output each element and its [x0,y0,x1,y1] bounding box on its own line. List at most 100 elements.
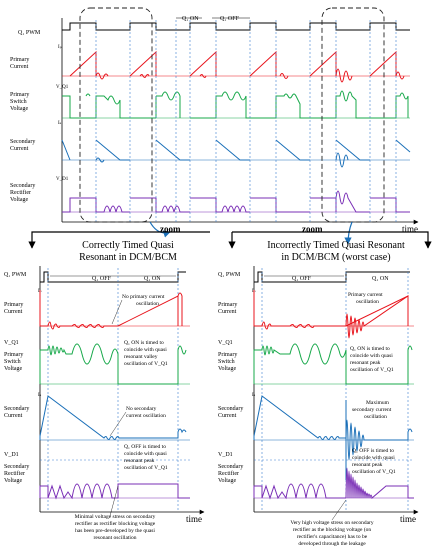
left-annot-1a: No primary current [122,294,165,300]
left-annot-4a: Q₁ OFF is timed to [124,444,166,450]
top-off-label: Q₁ OFF [220,16,240,22]
right-annot-1a: Primary current [348,292,383,298]
top-axis-is: Iₛ [58,121,62,126]
left-time-label: time [186,514,202,524]
left-annot-3a: No secondary [126,406,157,412]
left-annot-5b: rectifier as rectifier blocking voltage [75,520,156,527]
left-off-label: Q₁ OFF [92,276,112,282]
left-label-switch-2: Switch [4,359,21,365]
left-pwm-waveform [40,271,186,283]
top-axis-ip: Iₚ [58,45,62,50]
left-axis-vq: V_Q1 [4,340,19,346]
right-secondary-current [253,395,414,480]
right-annot-4b: coincide with quasi [352,455,395,461]
top-label-switch-2: Switch [10,99,27,105]
left-axis-vd: V_D1 [4,452,19,458]
right-annot-2d: oscillation of V_Q1 [350,366,394,373]
right-label-primary-2: Current [218,309,237,315]
left-label-switch-3: Voltage [4,366,23,372]
right-annot-2a: Q₁ ON is timed to [350,346,390,352]
top-label-primary-2: Current [10,64,29,70]
top-label-switch-3: Voltage [10,106,29,112]
left-annot-4c: resonant peak [124,458,155,464]
top-label-rectifier-2: Rectifier [10,189,31,196]
right-primary-current [253,290,414,339]
top-time-label: time [402,224,418,234]
top-overview: Q₁ PWM Primary Current Primary Switch Vo… [10,7,432,249]
right-guides [261,268,409,512]
left-annot-4d: oscillation of V_Q1 [124,464,168,471]
top-timing-guides [95,20,397,222]
right-label-rectifier-3: Voltage [218,478,237,484]
right-panel-heading-2: in DCM/BCM (worst case) [281,252,390,263]
right-annot-3b: secondary current [352,407,392,413]
left-label-switch-1: Primary [4,352,23,358]
right-annot-4d: oscillation of V_Q1 [352,468,396,475]
left-primary-current [39,290,190,330]
right-annot-2c: resonant peak [350,360,381,366]
right-annot-5b: rectifier as the blocking voltage (on [293,526,372,533]
left-annot-2a: Q₁ ON is timed to [124,340,164,346]
right-panel-bracket [232,231,432,249]
left-label-primary-1: Primary [4,302,23,308]
left-switch-voltage [39,343,190,385]
right-label-rectifier-1: Secondary [218,464,243,470]
right-on-label: Q₁ ON [372,276,389,282]
left-panel-heading-1: Correctly Timed Quasi [82,240,174,251]
right-label-secondary-1: Secondary [218,406,243,412]
right-label-switch-2: Switch [218,359,235,365]
right-panel: Q₁ PWM Primary Current Primary Switch Vo… [218,266,419,547]
right-annot-2b: coincide with quasi [350,353,393,359]
right-annot-5a: Very high voltage stress on secondary [290,520,373,526]
right-annot-1b: oscillation [356,299,379,305]
left-label-rectifier-2: Rectifier [4,470,25,477]
right-panel-heading-1: Incorrectly Timed Quasi Resonant [267,240,405,251]
top-label-primary-1: Primary [10,57,29,63]
right-axis-vd: V_D1 [218,452,233,458]
left-label-rectifier-1: Secondary [4,464,29,470]
left-zoom-label: zoom [160,224,181,234]
right-annot-5-leader [331,499,347,521]
top-label-switch-1: Primary [10,92,29,98]
right-off-label: Q₁ OFF [292,276,312,282]
left-annot-3-leader [109,411,127,437]
left-panel: Q₁ PWM Primary Current Primary Switch Vo… [4,266,205,541]
left-label-secondary-1: Secondary [4,406,29,412]
right-time-label: time [400,514,416,524]
left-annot-2b: coincide with quasi [124,347,167,353]
right-axis-vq: V_Q1 [218,340,233,346]
top-secondary-current [61,139,411,168]
left-annot-5c: has been pre-developed by the quasi [75,528,155,534]
right-annot-3c: oscillation [364,414,387,420]
right-label-switch-1: Primary [218,352,237,358]
right-label-secondary-2: Current [218,413,237,419]
left-annot-1-leader [111,299,123,325]
left-label-primary-2: Current [4,309,23,315]
left-annot-5-leader [109,485,119,517]
right-zoom-box [321,7,385,223]
right-annot-4c: resonant peak [352,462,383,468]
left-zoom-box [79,7,153,223]
top-primary-current [69,50,405,83]
left-label-rectifier-3: Voltage [4,478,23,484]
left-pwm-label: Q₁ PWM [4,272,27,278]
left-on-label: Q₁ ON [144,276,161,282]
left-label-secondary-2: Current [4,413,23,419]
top-pwm-waveform [62,22,410,31]
right-label-primary-1: Primary [218,302,237,308]
left-annot-5d: resonant oscillation [94,535,137,541]
right-label-rectifier-2: Rectifier [218,470,239,477]
left-secondary-current [39,395,190,441]
left-annot-2d: oscillation of V_Q1 [124,360,168,367]
right-annot-5c: rectifier's capacitance) has to be [297,533,368,540]
left-panel-heading-2: Resonant in DCM/BCM [79,252,177,263]
top-label-rectifier-1: Secondary [10,183,35,189]
left-panel-bracket [28,231,210,249]
top-on-label: Q₁ ON [182,16,199,22]
top-switch-voltage [62,90,409,119]
left-annot-1b: oscillation [136,301,159,307]
right-rectifier-voltage [253,459,414,500]
top-label-secondary-2: Current [10,146,29,152]
right-annot-3a: Maximum [366,400,390,406]
